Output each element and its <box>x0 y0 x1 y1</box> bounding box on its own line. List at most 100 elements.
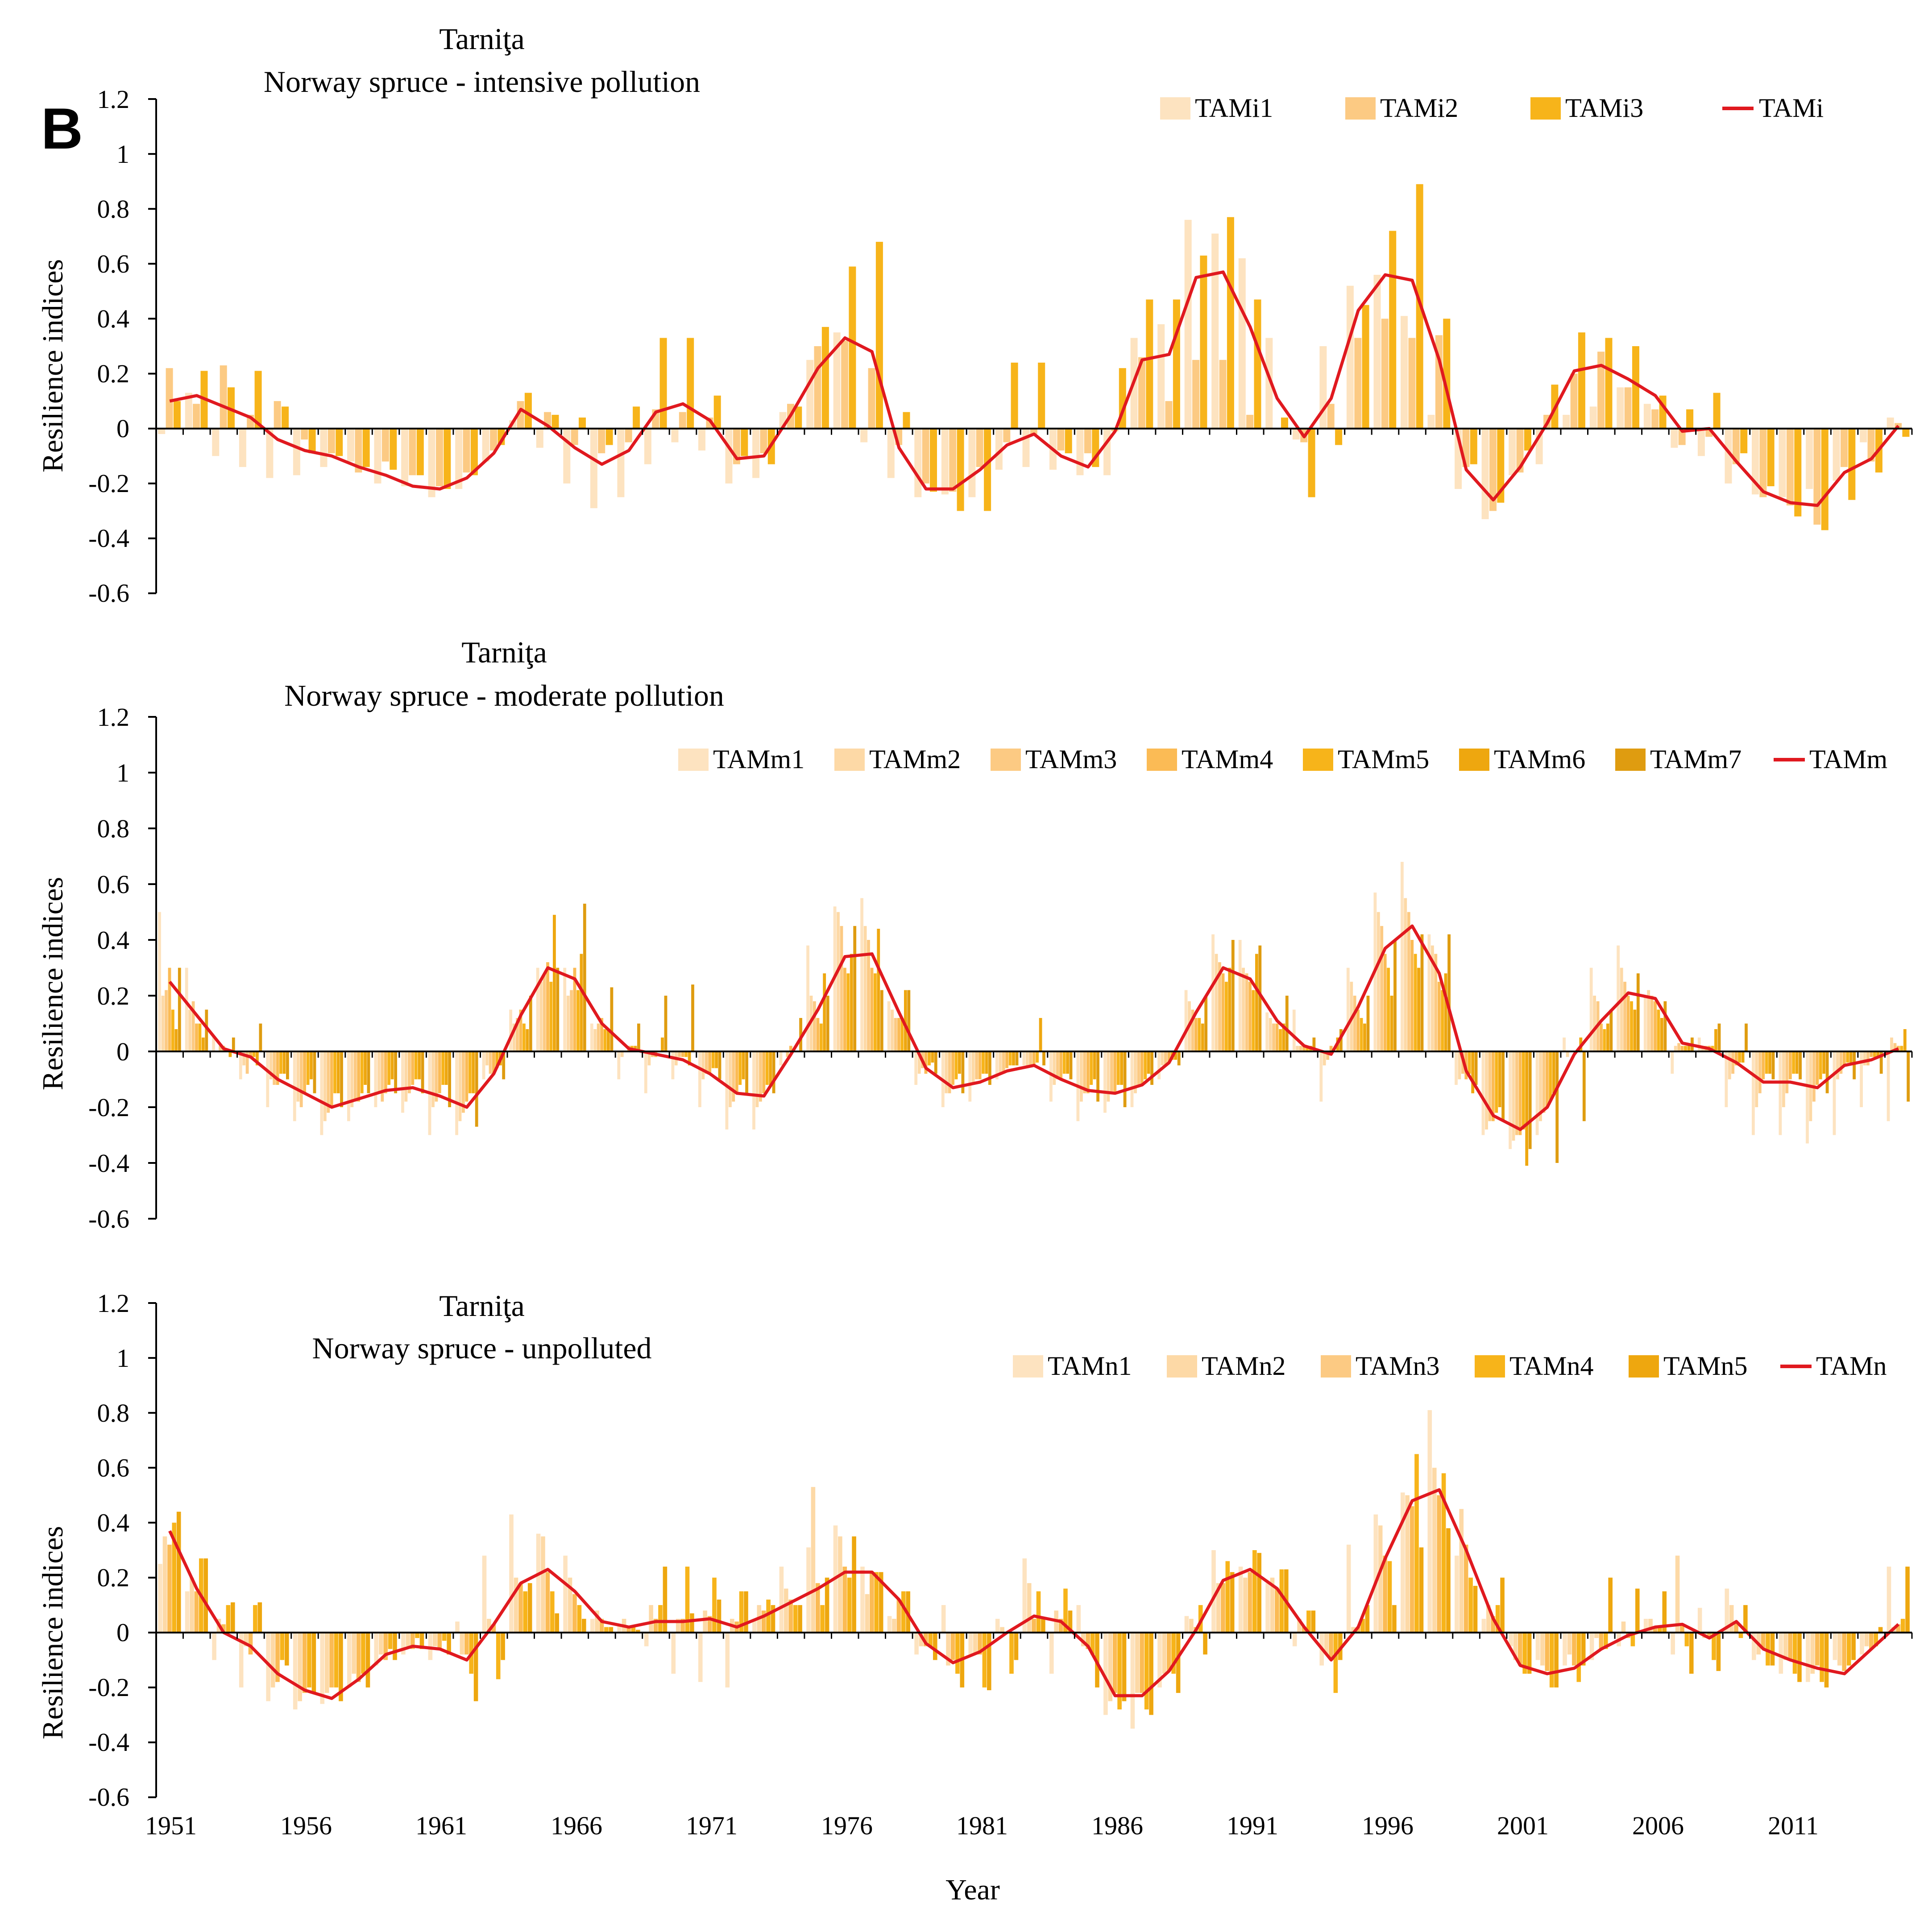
bar-TAMm7-1968 <box>637 1023 640 1051</box>
bar-TAMm7-1997 <box>1420 934 1424 1051</box>
bar-TAMi1-1993 <box>1292 428 1300 440</box>
bar-TAMm6-1959 <box>390 1051 394 1080</box>
bar-TAMm5-2009 <box>1738 1051 1741 1063</box>
bar-TAMn3-1951 <box>167 1544 172 1633</box>
bar-TAMm3-2010 <box>1758 1051 1762 1093</box>
bar-TAMm3-1965 <box>543 973 546 1051</box>
bar-TAMn5-2010 <box>1770 1632 1775 1666</box>
y-tick-label: 0.4 <box>97 926 130 955</box>
bar-TAMn3-1953 <box>221 1624 226 1633</box>
bar-TAMn4-2007 <box>1684 1632 1689 1647</box>
bar-TAMn3-1958 <box>356 1632 361 1682</box>
bar-TAMn1-2006 <box>1643 1618 1648 1633</box>
y-tick-label: 0 <box>116 1618 129 1647</box>
bar-TAMm4-1970 <box>681 1051 684 1057</box>
bar-TAMm1-1975 <box>806 945 809 1051</box>
bar-TAMm1-1992 <box>1265 1012 1269 1051</box>
bar-TAMi2-1982 <box>1003 428 1011 443</box>
bar-TAMi2-1955 <box>274 401 281 429</box>
bar-TAMm2-2013 <box>1836 1051 1839 1080</box>
bar-TAMn5-1967 <box>609 1627 614 1633</box>
bar-TAMm7-1979 <box>934 1051 937 1074</box>
bar-group <box>158 184 1910 530</box>
bar-TAMm3-2001 <box>1515 1051 1518 1135</box>
y-tick-label: 1.2 <box>97 1289 130 1318</box>
bar-TAMm6-1989 <box>1201 1023 1204 1051</box>
bar-TAMm3-1996 <box>1380 926 1384 1052</box>
bar-TAMi3-1955 <box>282 406 289 429</box>
bar-TAMn5-1998 <box>1446 1528 1451 1633</box>
bar-TAMn3-1962 <box>464 1632 469 1655</box>
bar-TAMm5-1981 <box>982 1051 985 1074</box>
bar-TAMm2-2004 <box>1593 996 1596 1051</box>
bar-TAMn1-1964 <box>509 1514 514 1633</box>
bar-TAMm7-1959 <box>394 1051 397 1093</box>
bar-TAMm4-2005 <box>1626 996 1630 1051</box>
bar-TAMm1-1957 <box>320 1051 323 1135</box>
bar-TAMi2-2006 <box>1651 409 1659 429</box>
bar-TAMm1-1988 <box>1157 1051 1161 1080</box>
bar-TAMi3-2015 <box>1902 428 1910 437</box>
bar-TAMm3-1990 <box>1218 962 1221 1051</box>
panel-title: Tarniţa <box>461 635 547 669</box>
bar-TAMi2-1973 <box>760 428 767 454</box>
bar-TAMn3-1954 <box>248 1632 253 1655</box>
bar-TAMi1-1986 <box>1103 428 1111 476</box>
bar-TAMi1-1988 <box>1157 324 1165 429</box>
bar-TAMn2-1974 <box>784 1589 788 1633</box>
bar-TAMn3-1969 <box>653 1618 658 1633</box>
bar-TAMn4-2001 <box>1522 1632 1527 1674</box>
bar-TAMm6-1987 <box>1147 1051 1150 1074</box>
bar-TAMn3-2011 <box>1788 1632 1792 1660</box>
bar-TAMm3-1994 <box>1326 1051 1330 1060</box>
bar-TAMm4-1981 <box>978 1051 982 1080</box>
bar-TAMm3-2000 <box>1488 1051 1492 1121</box>
mean-line-TAMi <box>169 270 1900 507</box>
bar-TAMi1-1980 <box>941 428 949 495</box>
bar-TAMm3-1989 <box>1191 1009 1194 1052</box>
bar-TAMn3-1978 <box>896 1599 901 1633</box>
legend-label: TAMi3 <box>1565 93 1643 123</box>
bar-TAMm6-1990 <box>1228 968 1231 1051</box>
panel-letter: B <box>41 96 83 161</box>
bar-TAMn4-1971 <box>712 1577 717 1633</box>
bar-TAMm2-2003 <box>1566 1051 1569 1057</box>
bar-TAMn1-1977 <box>860 1566 865 1633</box>
bar-TAMn5-1975 <box>825 1577 829 1633</box>
bar-TAMi1-1967 <box>590 428 597 509</box>
bar-TAMi1-1973 <box>752 428 760 478</box>
bar-TAMm7-1998 <box>1447 934 1451 1051</box>
bar-TAMm7-1992 <box>1285 996 1289 1051</box>
bar-TAMm2-1993 <box>1296 1046 1299 1051</box>
bar-TAMn4-2015 <box>1900 1618 1905 1633</box>
bar-TAMm1-1994 <box>1319 1051 1323 1102</box>
bar-TAMm1-1978 <box>887 1001 891 1051</box>
bar-TAMn2-2013 <box>1837 1632 1842 1666</box>
bar-TAMi2-1984 <box>1057 428 1065 451</box>
mean-line-TAMn <box>168 1488 1900 1700</box>
bar-TAMm6-1977 <box>877 929 880 1051</box>
bar-TAMm2-1972 <box>729 1051 732 1107</box>
bar-TAMi1-1968 <box>617 428 625 497</box>
bar-TAMi2-1956 <box>301 428 308 440</box>
bar-TAMi3-1960 <box>416 428 424 476</box>
bar-TAMn4-1954 <box>253 1605 257 1633</box>
bar-TAMi2-2003 <box>1570 373 1578 429</box>
bar-TAMm1-1983 <box>1022 1051 1026 1066</box>
bar-TAMm2-1951 <box>161 996 165 1051</box>
bar-TAMn4-2004 <box>1604 1632 1608 1649</box>
bar-TAMi1-1995 <box>1346 285 1354 429</box>
bar-TAMn5-1996 <box>1392 1605 1397 1633</box>
bar-TAMm6-1956 <box>310 1051 313 1080</box>
bar-TAMn4-1983 <box>1036 1591 1041 1633</box>
x-axis-ticks: 1951 1956 1961 1966 1971 1976 1981 1986 … <box>145 1811 1819 1840</box>
bar-TAMn5-2000 <box>1500 1577 1505 1633</box>
bar-TAMm2-2005 <box>1620 968 1623 1051</box>
bar-TAMi2-2009 <box>1732 428 1740 464</box>
bar-TAMm4-1952 <box>195 1023 198 1051</box>
legend-swatch <box>1345 97 1376 120</box>
bar-TAMm3-1958 <box>353 1051 357 1102</box>
bar-TAMm6-1954 <box>256 1051 259 1066</box>
bar-TAMn4-1978 <box>901 1591 906 1633</box>
bar-TAMn5-1989 <box>1203 1632 1207 1655</box>
